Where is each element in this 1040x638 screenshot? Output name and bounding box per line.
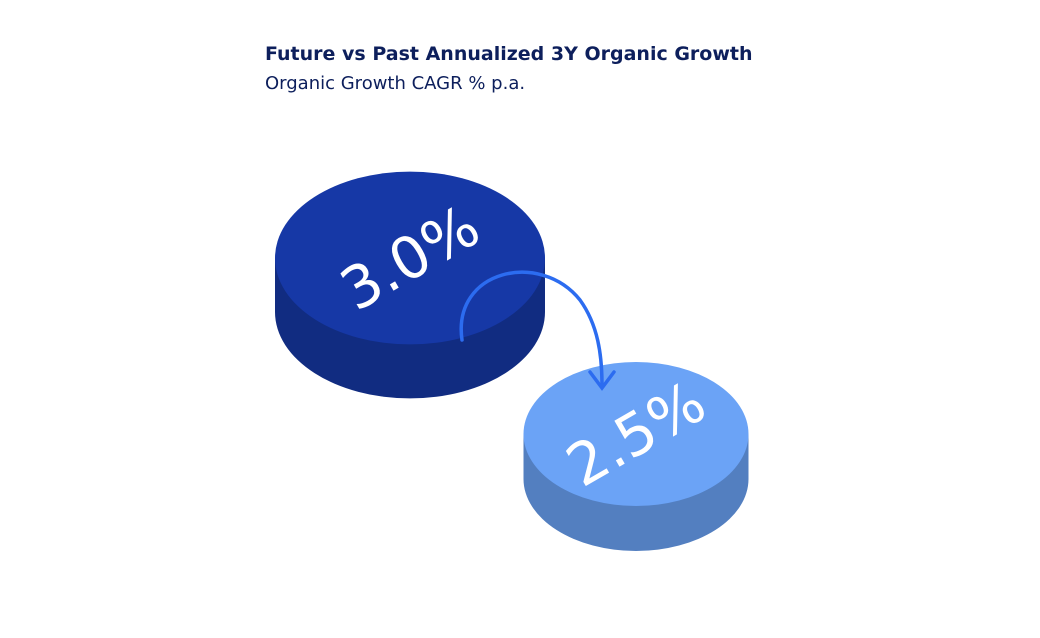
arrow-head — [588, 370, 616, 391]
chart-title: Future vs Past Annualized 3Y Organic Gro… — [265, 43, 753, 65]
arrow-arc — [459, 270, 604, 387]
chart-subtitle: Organic Growth CAGR % p.a. — [265, 73, 525, 94]
discs: 3.0%2.5% — [275, 171, 749, 551]
disc-top — [275, 171, 545, 345]
arrow — [459, 270, 616, 391]
disc-top — [523, 362, 749, 506]
